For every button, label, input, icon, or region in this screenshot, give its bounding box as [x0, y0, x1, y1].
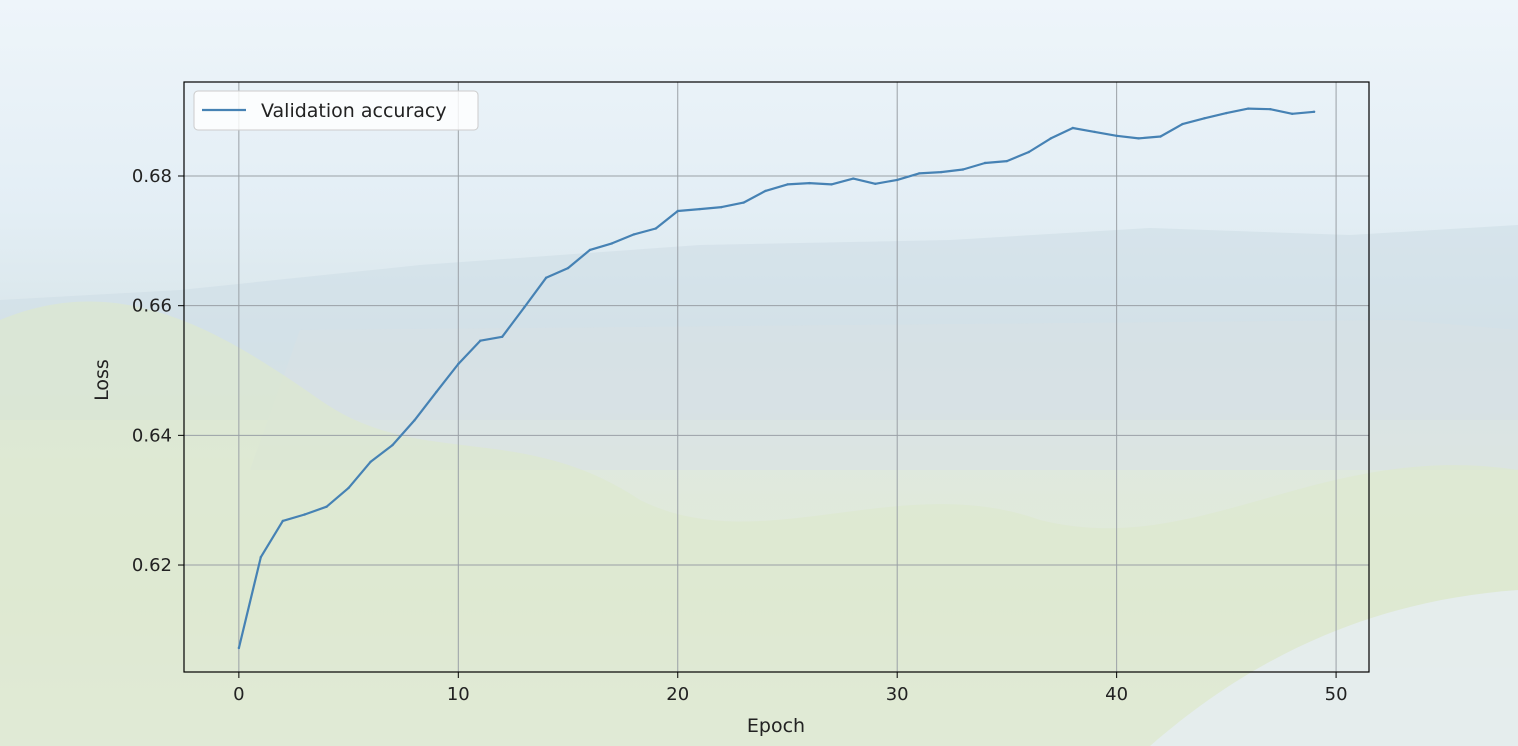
data-point — [1049, 137, 1053, 140]
data-point — [457, 362, 460, 366]
data-point — [479, 339, 482, 342]
data-point — [961, 168, 965, 171]
data-point — [786, 183, 789, 186]
y-axis-label: Loss — [91, 359, 113, 401]
data-point — [566, 266, 570, 270]
x-tick-label: 30 — [886, 684, 909, 705]
x-tick-label: 0 — [233, 684, 244, 705]
grid — [184, 82, 1369, 672]
data-point — [1159, 135, 1162, 138]
data-point — [1203, 117, 1206, 120]
data-point — [1269, 108, 1272, 111]
data-point — [1312, 110, 1316, 114]
data-point — [413, 419, 416, 422]
data-point — [939, 170, 943, 174]
x-tick-label: 50 — [1325, 684, 1348, 705]
data-point — [281, 519, 284, 523]
data-point — [720, 205, 723, 209]
legend: Validation accuracy — [193, 90, 479, 131]
series-layer — [237, 107, 1316, 650]
data-point — [830, 183, 833, 186]
data-point — [917, 172, 921, 175]
data-point — [1247, 107, 1250, 110]
data-point — [1093, 130, 1096, 134]
data-point — [764, 189, 767, 193]
data-point — [1181, 122, 1184, 126]
data-point — [676, 209, 679, 213]
y-tick-label: 0.68 — [132, 166, 172, 187]
x-tick-label: 10 — [447, 684, 470, 705]
data-point — [369, 460, 372, 464]
data-point — [983, 161, 987, 165]
data-point — [1291, 112, 1294, 116]
data-point — [501, 335, 504, 338]
x-tick-label: 20 — [666, 684, 689, 705]
data-point — [522, 306, 526, 309]
axis-ticks: 0 10 20 30 40 50 0.62 0.64 0.66 0.68 — [132, 166, 1348, 705]
series-line-validation-accuracy — [237, 107, 1316, 650]
data-point — [654, 227, 657, 230]
data-point — [1115, 134, 1118, 137]
data-point — [742, 201, 745, 204]
data-point — [237, 646, 241, 650]
background-river — [1150, 590, 1518, 746]
data-point — [325, 505, 328, 508]
x-axis-label: Epoch — [747, 715, 805, 737]
y-tick-label: 0.64 — [132, 425, 172, 446]
data-point — [1005, 159, 1009, 163]
data-point — [1225, 111, 1228, 115]
y-tick-label: 0.62 — [132, 555, 172, 576]
data-point — [391, 443, 394, 447]
data-point — [610, 242, 614, 245]
data-point — [808, 181, 811, 185]
data-point — [259, 556, 262, 559]
legend-label: Validation accuracy — [261, 100, 447, 122]
data-point — [874, 182, 877, 185]
legend-box — [193, 90, 479, 131]
data-point — [588, 248, 592, 252]
x-tick-label: 40 — [1105, 684, 1128, 705]
data-point — [896, 178, 899, 182]
y-tick-label: 0.66 — [132, 296, 172, 317]
background-town — [250, 320, 1518, 470]
data-point — [1137, 137, 1140, 140]
data-point — [544, 276, 548, 279]
data-point — [698, 207, 701, 211]
plot-area-frame — [183, 81, 1370, 673]
data-point — [1027, 150, 1031, 154]
data-point — [632, 233, 636, 236]
data-point — [303, 513, 306, 516]
data-point — [347, 486, 350, 490]
data-point — [435, 390, 438, 394]
data-point — [1071, 126, 1075, 130]
background-foliage — [0, 301, 1518, 746]
data-point — [852, 177, 855, 180]
